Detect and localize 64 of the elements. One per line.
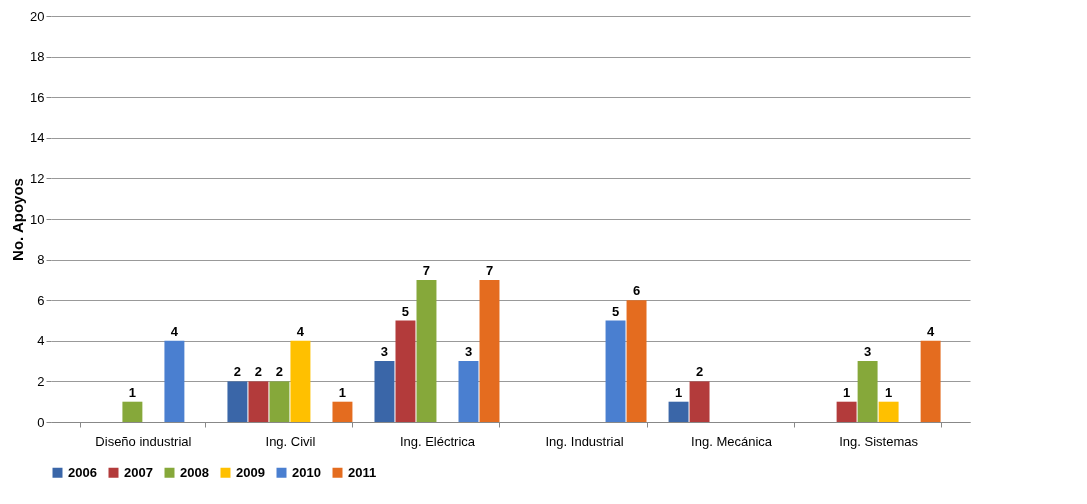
data-label: 3 (863, 344, 872, 360)
bar (857, 361, 878, 422)
x-tick-label: Ing. Eléctrica (399, 433, 476, 449)
data-label: 5 (611, 303, 620, 319)
legend-label: 2008 (180, 464, 209, 480)
x-tick-label: Ing. Industrial (545, 433, 624, 449)
bar (122, 401, 143, 422)
y-tick-label: 2 (37, 373, 45, 389)
legend-label: 2009 (236, 464, 265, 480)
data-label: 7 (485, 262, 494, 278)
x-tick-label: Diseño industrial (95, 433, 192, 449)
bar (458, 361, 479, 422)
bar (269, 381, 290, 422)
bar (920, 340, 941, 422)
data-label: 1 (842, 384, 851, 400)
data-label: 1 (128, 384, 137, 400)
bar (878, 401, 899, 422)
y-axis-title: No. Apoyos (9, 178, 27, 261)
bar (668, 401, 689, 422)
legend-label: 2006 (68, 464, 97, 480)
y-tick-label: 0 (37, 414, 45, 430)
bar (332, 401, 353, 422)
bar (248, 381, 269, 422)
bar (626, 300, 647, 422)
bar (227, 381, 248, 422)
y-tick-label: 14 (30, 130, 45, 146)
data-label: 6 (632, 283, 641, 299)
x-tick-label: Ing. Mecánica (691, 433, 773, 449)
y-tick-label: 12 (30, 170, 45, 186)
bar (290, 340, 311, 422)
legend-label: 2011 (348, 464, 377, 480)
y-tick-label: 8 (37, 252, 45, 268)
data-label: 3 (380, 344, 389, 360)
y-tick-label: 20 (30, 8, 45, 24)
data-label: 7 (422, 262, 431, 278)
y-tick-label: 10 (30, 211, 45, 227)
x-tick-label: Ing. Civil (265, 433, 316, 449)
bar (836, 401, 857, 422)
data-label: 3 (464, 344, 473, 360)
data-label: 2 (275, 364, 284, 380)
y-tick-label: 18 (30, 49, 45, 65)
bar (689, 381, 710, 422)
data-label: 2 (695, 364, 704, 380)
data-label: 2 (254, 364, 263, 380)
bar (605, 320, 626, 422)
y-tick-label: 4 (37, 333, 45, 349)
data-label: 1 (338, 384, 347, 400)
y-tick-label: 6 (37, 292, 45, 308)
data-label: 4 (927, 323, 935, 339)
data-label: 4 (170, 323, 179, 339)
x-tick-label: Ing. Sistemas (839, 433, 919, 449)
y-tick-label: 16 (30, 89, 45, 105)
bar (164, 340, 185, 422)
data-label: 2 (233, 364, 242, 380)
bar (479, 279, 500, 422)
bar (395, 320, 416, 422)
legend-label: 2010 (292, 464, 321, 480)
data-label: 4 (296, 323, 305, 339)
bar (416, 279, 437, 422)
data-label: 1 (884, 384, 893, 400)
legend-label: 2007 (124, 464, 153, 480)
bar (374, 361, 395, 422)
data-label: 5 (401, 303, 410, 319)
data-label: 1 (674, 384, 683, 400)
